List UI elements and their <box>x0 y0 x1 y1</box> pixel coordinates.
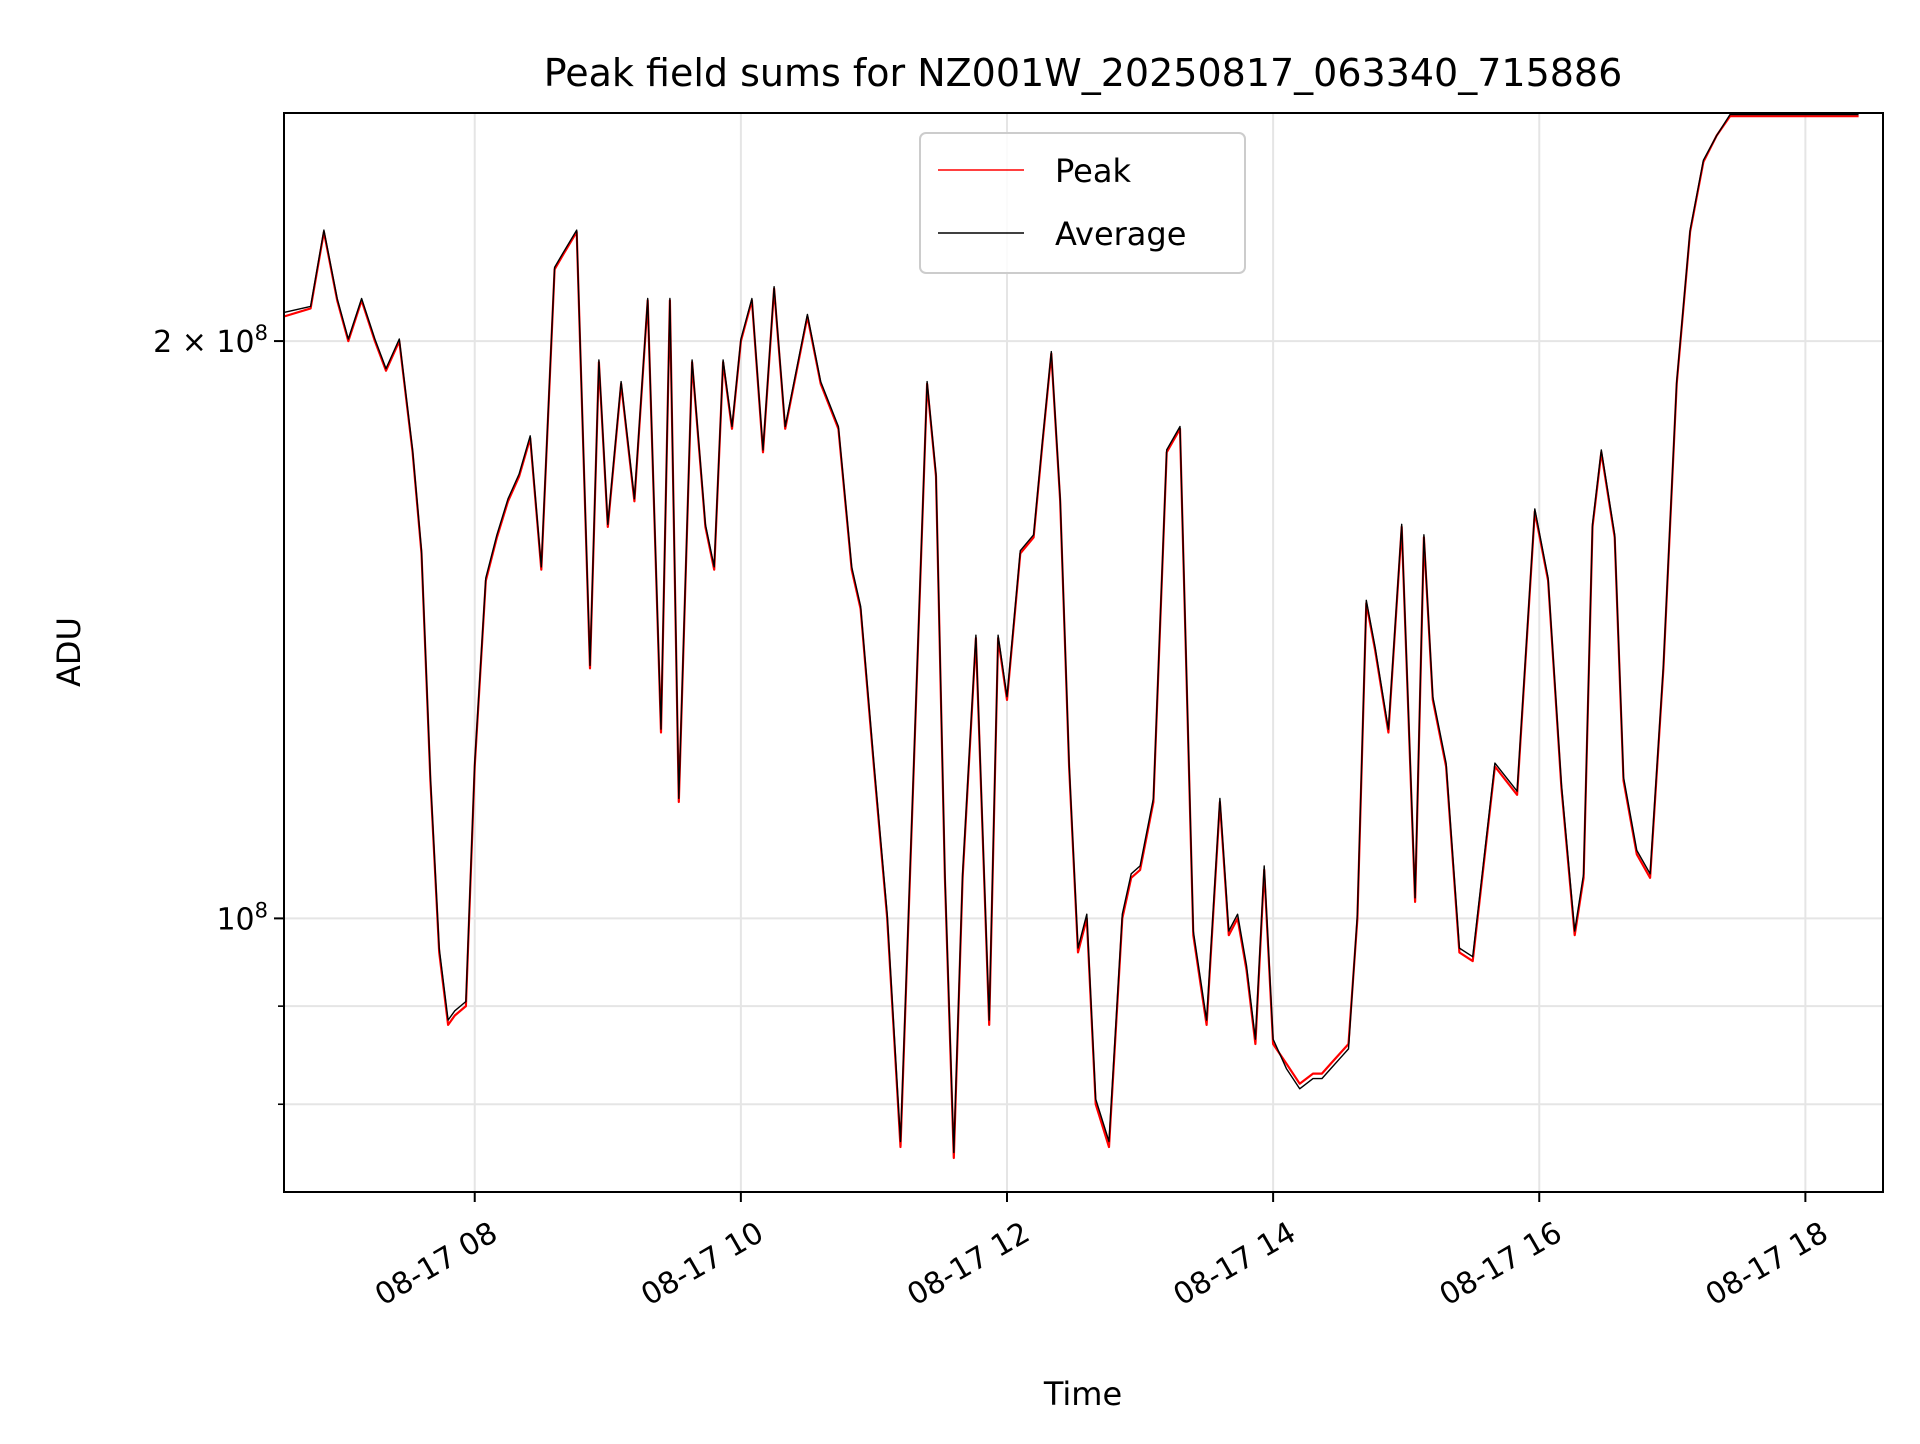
series-layer <box>283 113 1859 1160</box>
chart-title: Peak field sums for NZ001W_20250817_0633… <box>544 51 1623 95</box>
legend-label-peak: Peak <box>1055 152 1131 190</box>
y-axis-label: ADU <box>50 617 88 687</box>
legend-label-average: Average <box>1055 215 1186 253</box>
legend-box <box>919 132 1246 274</box>
y-tick-label: 108 <box>216 898 268 937</box>
series-line-average <box>283 113 1859 1154</box>
y-tick-label: 2 × 108 <box>153 321 268 360</box>
x-axis-label: Time <box>1043 1375 1122 1413</box>
legend: Peak Average <box>919 132 1246 274</box>
plot-frame <box>283 112 1884 1193</box>
